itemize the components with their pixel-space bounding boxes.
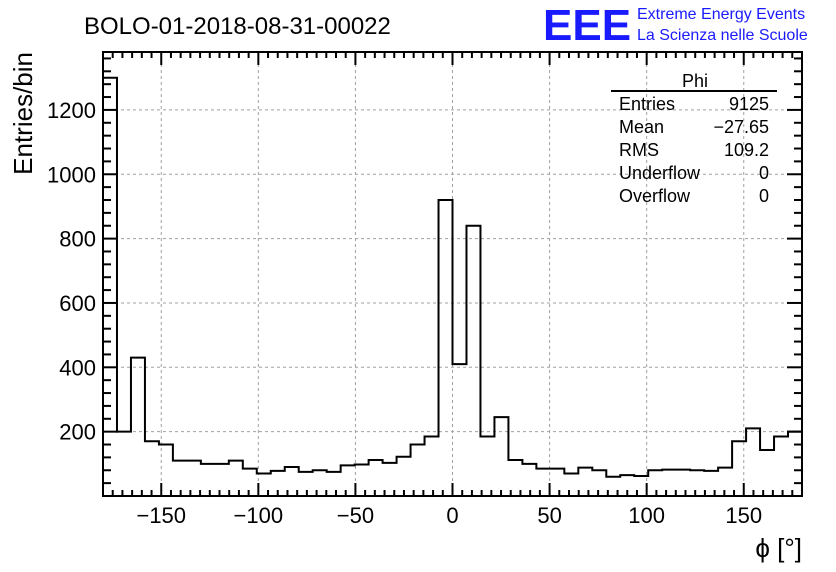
x-tick-label: −50 bbox=[337, 503, 374, 528]
logo-letters: EEE bbox=[543, 1, 631, 50]
x-tick-label: 100 bbox=[628, 503, 665, 528]
stats-row-value: 9125 bbox=[729, 94, 769, 114]
logo-line-1: Extreme Energy Events bbox=[637, 6, 805, 23]
x-axis-label: ϕ [°] bbox=[755, 533, 802, 563]
y-tick-label: 600 bbox=[59, 291, 96, 316]
stats-row-value: −27.65 bbox=[713, 117, 769, 137]
x-tick-label: 0 bbox=[446, 503, 458, 528]
y-axis-label: Entries/bin bbox=[8, 52, 38, 175]
stats-box-name: Phi bbox=[682, 71, 708, 91]
x-tick-label: −150 bbox=[136, 503, 186, 528]
logo-line-2: La Scienza nelle Scuole bbox=[637, 27, 808, 44]
y-tick-label: 400 bbox=[59, 355, 96, 380]
stats-row-value: 109.2 bbox=[724, 140, 769, 160]
stats-row-label: RMS bbox=[619, 140, 659, 160]
axis-ticks bbox=[103, 52, 802, 496]
x-tick-label: −100 bbox=[234, 503, 284, 528]
histogram-step-line bbox=[103, 76, 802, 478]
stats-row-label: Mean bbox=[619, 117, 664, 137]
x-tick-label: 50 bbox=[537, 503, 561, 528]
stats-row-value: 0 bbox=[759, 163, 769, 183]
y-tick-label: 1200 bbox=[47, 98, 96, 123]
x-tick-labels: −150 −100 −50 0 50 100 150 bbox=[136, 503, 762, 528]
stats-row-label: Entries bbox=[619, 94, 675, 114]
stats-row-label: Overflow bbox=[619, 186, 691, 206]
y-tick-label: 200 bbox=[59, 420, 96, 445]
stats-box: Phi Entries 9125 Mean −27.65 RMS 109.2 Underfl… bbox=[611, 71, 777, 206]
run-title: BOLO-01-2018-08-31-00022 bbox=[84, 13, 391, 40]
eee-logo: EEE Extreme Energy Events La Scienza nel… bbox=[543, 1, 808, 50]
x-tick-label: 150 bbox=[725, 503, 762, 528]
y-tick-label: 800 bbox=[59, 227, 96, 252]
stats-rows: Entries 9125 Mean −27.65 RMS 109.2 Underflow 0 O… bbox=[619, 94, 769, 206]
y-tick-label: 1000 bbox=[47, 162, 96, 187]
stats-row-label: Underflow bbox=[619, 163, 701, 183]
y-tick-labels: 200 400 600 800 1000 1200 bbox=[47, 98, 96, 445]
stats-row-value: 0 bbox=[759, 186, 769, 206]
